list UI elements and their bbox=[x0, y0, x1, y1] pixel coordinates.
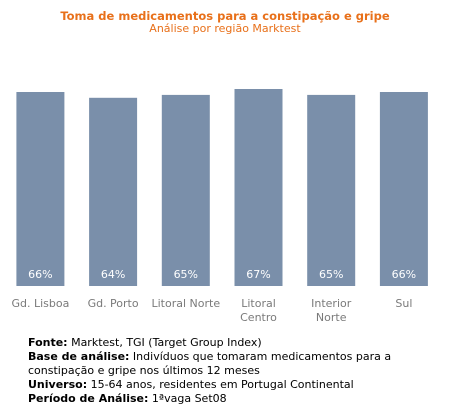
bar-1 bbox=[89, 97, 138, 286]
bar-value-label-4: 65% bbox=[319, 268, 343, 281]
periodo-text: 1ªvaga Set08 bbox=[148, 392, 227, 405]
bar-3 bbox=[234, 89, 283, 286]
bar-4 bbox=[307, 94, 356, 287]
universo-text: 15-64 anos, residentes em Portugal Conti… bbox=[87, 378, 354, 391]
category-label-3: Litoral Centro bbox=[240, 297, 277, 324]
source-notes: Fonte: Marktest, TGI (Target Group Index… bbox=[28, 336, 438, 406]
periodo-label: Período de Análise: bbox=[28, 392, 149, 405]
chart-title: Toma de medicamentos para a constipação … bbox=[60, 9, 390, 23]
category-label-2: Litoral Norte bbox=[151, 297, 220, 310]
category-label-4: Interior Norte bbox=[311, 297, 352, 324]
chart-subtitle: Análise por região Marktest bbox=[149, 22, 301, 35]
source-universo: Universo: 15-64 anos, residentes em Port… bbox=[28, 378, 438, 392]
bar-5 bbox=[379, 92, 428, 286]
fonte-text: Marktest, TGI (Target Group Index) bbox=[67, 336, 262, 349]
base-text: Indivíduos que tomaram medicamentos para… bbox=[28, 350, 392, 377]
category-label-0: Gd. Lisboa bbox=[11, 297, 69, 310]
bar-value-label-1: 64% bbox=[101, 268, 125, 281]
bar-chart: 66% Gd. Lisboa 64% Gd. Porto 65% Litoral Nort… bbox=[11, 89, 428, 324]
category-label-5: Sul bbox=[395, 297, 412, 310]
universo-label: Universo: bbox=[28, 378, 88, 391]
source-fonte: Fonte: Marktest, TGI (Target Group Index… bbox=[28, 336, 438, 350]
category-label-1: Gd. Porto bbox=[88, 297, 139, 310]
bar-value-label-0: 66% bbox=[28, 268, 52, 281]
bar-2 bbox=[161, 94, 210, 287]
base-label: Base de análise: bbox=[28, 350, 130, 363]
bar-value-label-5: 66% bbox=[392, 268, 416, 281]
source-periodo: Período de Análise: 1ªvaga Set08 bbox=[28, 392, 438, 406]
bar-value-label-2: 65% bbox=[174, 268, 198, 281]
bar-value-label-3: 67% bbox=[246, 268, 270, 281]
fonte-label: Fonte: bbox=[28, 336, 68, 349]
bar-0 bbox=[16, 92, 65, 286]
source-base: Base de análise: Indivíduos que tomaram … bbox=[28, 350, 438, 378]
